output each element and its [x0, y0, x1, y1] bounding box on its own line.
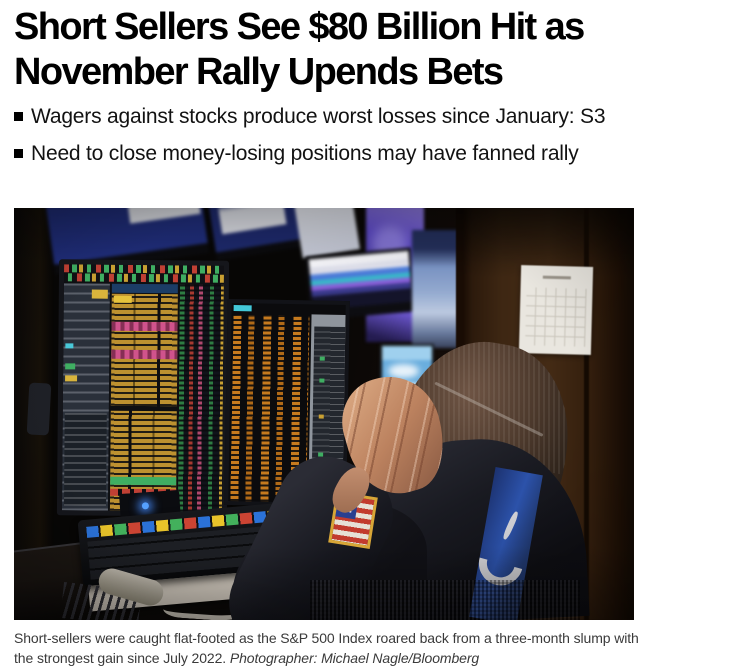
amber-data-panel [110, 293, 178, 407]
article-headline: Short Sellers See $80 Billion Hit as Nov… [14, 6, 585, 93]
highlighted-row [111, 349, 178, 360]
wall-phone [26, 382, 52, 436]
article-photo [14, 208, 634, 620]
bloomberg-terminal-monitor [56, 259, 230, 517]
jacket-knit-texture [310, 580, 580, 620]
summary-bullet-2-text: Need to close money-losing positions may… [31, 142, 579, 165]
highlight-cell [65, 343, 74, 349]
panel-tag [233, 305, 252, 312]
article-summary-bullets: Wagers against stocks produce worst loss… [14, 105, 730, 179]
status-dots [319, 356, 325, 361]
caption-text: Short-sellers were caught flat-footed as… [14, 630, 639, 666]
highlight-cell [65, 363, 76, 370]
price-grid-panel [177, 284, 224, 512]
ticker-row [63, 273, 224, 283]
gain-row [110, 476, 177, 486]
ticker-row [64, 264, 225, 274]
photographer-credit: Photographer: Michael Nagle/Bloomberg [229, 650, 480, 666]
door-seam [584, 208, 589, 620]
highlighted-row [111, 321, 178, 332]
column-header-row [111, 283, 178, 294]
wall-calendar [518, 265, 594, 355]
calendar-title [542, 275, 571, 280]
dialog-window [126, 208, 201, 224]
bullet-square-icon [14, 112, 23, 121]
panel-tag [113, 295, 132, 303]
watchlist-panel [63, 413, 107, 506]
bullet-square-icon [14, 149, 23, 158]
summary-bullet-2: Need to close money-losing positions may… [14, 142, 730, 166]
terminal-sidebar-panel [61, 283, 110, 511]
summary-bullet-1: Wagers against stocks produce worst loss… [14, 105, 730, 129]
highlight-cell [91, 289, 108, 299]
cloud-graphic [388, 363, 419, 378]
photo-caption: Short-sellers were caught flat-footed as… [14, 628, 642, 668]
blue-wall-screen [412, 230, 458, 348]
bright-screen [293, 208, 361, 259]
calendar-grid [525, 287, 587, 347]
jacket-logo [501, 510, 520, 541]
blue-led-light [141, 502, 150, 510]
summary-bullet-1-text: Wagers against stocks produce worst loss… [31, 105, 606, 128]
highlight-cell [65, 375, 78, 382]
dialog-window [218, 208, 287, 235]
